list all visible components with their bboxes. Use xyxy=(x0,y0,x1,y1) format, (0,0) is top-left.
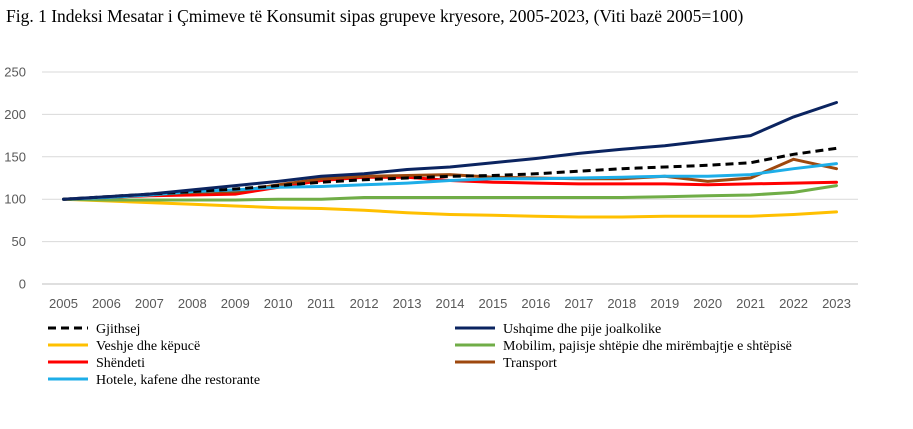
x-tick-label: 2014 xyxy=(436,296,465,311)
legend-label: Hotele, kafene dhe restorante xyxy=(96,373,260,388)
x-tick-label: 2023 xyxy=(822,296,851,311)
x-tick-label: 2020 xyxy=(693,296,722,311)
x-tick-label: 2016 xyxy=(521,296,550,311)
x-tick-label: 2022 xyxy=(779,296,808,311)
x-tick-label: 2009 xyxy=(221,296,250,311)
series-line-1 xyxy=(62,101,838,201)
x-tick-label: 2017 xyxy=(564,296,593,311)
x-tick-label: 2011 xyxy=(307,296,335,311)
x-tick-label: 2010 xyxy=(264,296,293,311)
x-tick-label: 2007 xyxy=(135,296,164,311)
legend: Gjithsej Ushqime dhe pije joalkolike Veshj… xyxy=(48,322,792,388)
legend-label: Ushqime dhe pije joalkolike xyxy=(503,322,661,337)
x-tick-label: 2021 xyxy=(736,296,765,311)
figure-title: Fig. 1 Indeksi Mesatar i Çmimeve të Kons… xyxy=(6,6,744,26)
x-tick-label: 2019 xyxy=(650,296,679,311)
gridlines xyxy=(42,71,858,285)
x-tick-label: 2012 xyxy=(350,296,379,311)
x-tick-label: 2005 xyxy=(49,296,78,311)
y-tick-label: 0 xyxy=(19,277,26,292)
y-tick-label: 50 xyxy=(12,234,26,249)
legend-label: Gjithsej xyxy=(96,322,140,337)
y-tick-label: 200 xyxy=(4,107,26,122)
x-tick-label: 2015 xyxy=(478,296,507,311)
legend-label: Shëndeti xyxy=(96,356,145,371)
x-tick-label: 2008 xyxy=(178,296,207,311)
x-tick-label: 2013 xyxy=(393,296,422,311)
series-line-6 xyxy=(62,162,838,201)
x-tick-label: 2006 xyxy=(92,296,121,311)
legend-label: Veshje dhe këpucë xyxy=(96,339,200,354)
legend-label: Mobilim, pajisje shtëpie dhe mirëmbajtje… xyxy=(503,339,792,354)
series-line-2 xyxy=(62,197,838,219)
y-tick-label: 100 xyxy=(4,192,26,207)
y-axis-tick-labels: 0 50 100 150 200 250 xyxy=(4,65,26,292)
x-tick-label: 2018 xyxy=(607,296,636,311)
y-tick-label: 250 xyxy=(4,65,26,80)
y-tick-label: 150 xyxy=(4,149,26,164)
series-lines xyxy=(62,101,838,219)
x-axis-tick-labels: 2005 2006 2007 2008 2009 2010 2011 2012 2013 2014… xyxy=(49,296,851,311)
series-line-3 xyxy=(62,184,838,202)
legend-label: Transport xyxy=(503,356,557,371)
